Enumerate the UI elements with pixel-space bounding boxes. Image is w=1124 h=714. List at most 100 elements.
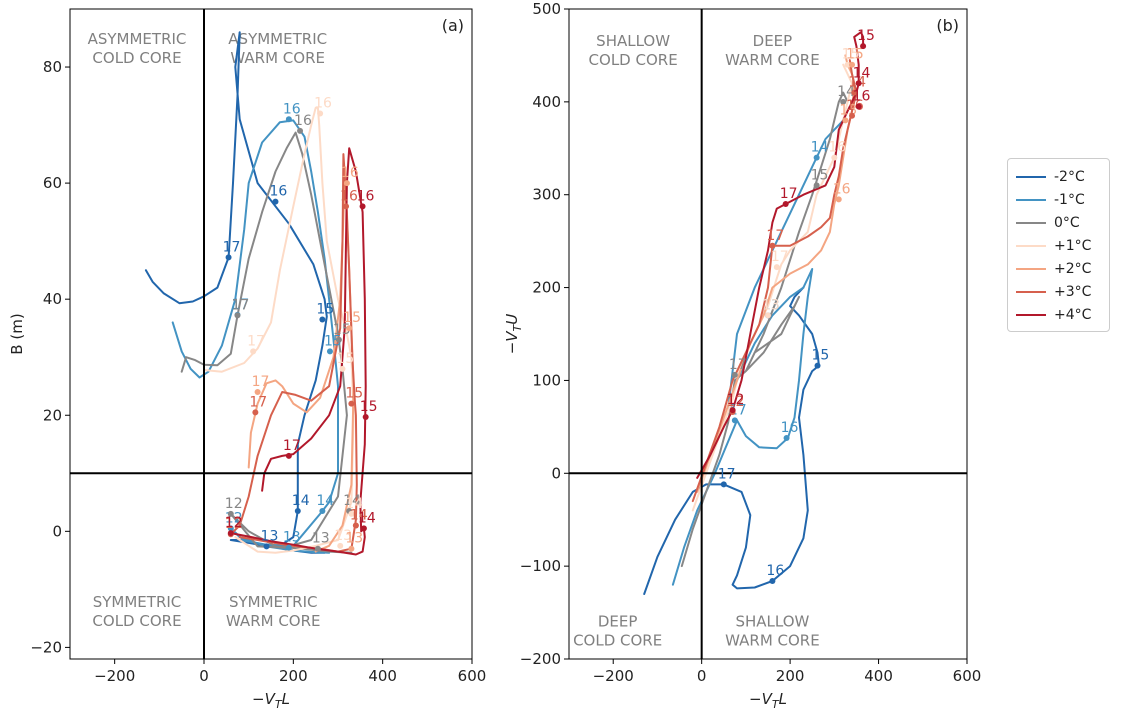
plot-frame bbox=[69, 8, 473, 660]
legend-label: 0°C bbox=[1054, 215, 1080, 231]
legend-item: +2°C bbox=[1016, 259, 1091, 279]
day-marker bbox=[297, 127, 304, 134]
series-line bbox=[144, 31, 328, 554]
day-label: 17 bbox=[252, 374, 270, 390]
day-marker bbox=[285, 544, 292, 551]
day-label: 12 bbox=[225, 516, 243, 532]
day-marker bbox=[285, 116, 292, 123]
day-marker bbox=[337, 542, 344, 549]
day-marker bbox=[360, 525, 367, 532]
day-marker bbox=[831, 154, 838, 161]
day-label: 15 bbox=[316, 301, 334, 317]
day-marker bbox=[343, 203, 350, 210]
day-label: 17 bbox=[766, 228, 784, 244]
day-label: 17 bbox=[247, 333, 265, 349]
day-label: 15 bbox=[857, 28, 875, 44]
day-label: 14 bbox=[350, 508, 368, 524]
day-marker bbox=[227, 510, 234, 517]
legend-label: +1°C bbox=[1054, 238, 1092, 254]
day-marker bbox=[319, 316, 326, 323]
day-marker bbox=[252, 409, 259, 416]
day-marker bbox=[335, 336, 342, 343]
y-tick-label: −200 bbox=[520, 650, 561, 668]
day-label: 14 bbox=[811, 140, 829, 156]
legend-item: +1°C bbox=[1016, 236, 1091, 256]
day-marker bbox=[851, 89, 858, 96]
legend-item: +3°C bbox=[1016, 282, 1091, 302]
day-marker bbox=[855, 103, 862, 110]
x-tick-label: −200 bbox=[94, 667, 135, 685]
x-tick-label: 200 bbox=[279, 667, 308, 685]
day-marker bbox=[814, 362, 821, 369]
day-label: 15 bbox=[842, 47, 860, 63]
day-marker bbox=[272, 198, 279, 205]
x-tick-label: 600 bbox=[953, 667, 982, 685]
legend-swatch bbox=[1016, 222, 1046, 224]
day-marker bbox=[842, 117, 849, 124]
quadrant-label: SYMMETRIC COLD CORE bbox=[92, 593, 181, 630]
day-marker bbox=[352, 522, 359, 529]
day-label: 17 bbox=[232, 297, 250, 313]
day-label: 16 bbox=[314, 95, 332, 111]
day-marker bbox=[731, 371, 738, 378]
day-label: 13 bbox=[345, 531, 363, 547]
x-tick-label: 600 bbox=[458, 667, 487, 685]
legend-item: -2°C bbox=[1016, 167, 1085, 187]
day-label: 14 bbox=[343, 493, 361, 509]
y-tick-label: 60 bbox=[43, 174, 62, 192]
day-marker bbox=[731, 417, 738, 424]
day-label: 17 bbox=[718, 466, 736, 482]
series-line bbox=[696, 31, 865, 479]
day-label: 17 bbox=[283, 438, 301, 454]
y-tick-label: −20 bbox=[30, 638, 62, 656]
day-marker bbox=[326, 348, 333, 355]
day-marker bbox=[234, 312, 241, 319]
series-line bbox=[203, 106, 355, 554]
y-axis-label: B (m) bbox=[8, 313, 26, 354]
day-label: 17 bbox=[780, 186, 798, 202]
day-marker bbox=[227, 530, 234, 537]
y-axis-label: −VTU bbox=[503, 314, 524, 355]
day-marker bbox=[250, 348, 257, 355]
y-tick-label: 0 bbox=[52, 522, 62, 540]
day-label: 17 bbox=[232, 297, 250, 313]
x-axis-label: −VTL bbox=[749, 690, 787, 711]
day-marker bbox=[849, 112, 856, 119]
day-label: 16 bbox=[833, 181, 851, 197]
day-label: 14 bbox=[837, 84, 855, 100]
day-label: 13 bbox=[762, 297, 780, 313]
legend-label: +3°C bbox=[1054, 284, 1092, 300]
day-label: 16 bbox=[828, 140, 846, 156]
quadrant-label: ASYMMETRIC WARM CORE bbox=[228, 30, 327, 67]
y-tick-label: 500 bbox=[532, 0, 561, 18]
day-label: 15 bbox=[345, 386, 363, 402]
day-label: 12 bbox=[225, 496, 243, 512]
day-label: 17 bbox=[223, 239, 241, 255]
day-label: 16 bbox=[781, 420, 799, 436]
day-label: 14 bbox=[316, 493, 334, 509]
legend-swatch bbox=[1016, 199, 1046, 201]
day-label: 14 bbox=[853, 65, 871, 81]
day-label: 16 bbox=[269, 184, 287, 200]
day-marker bbox=[855, 80, 862, 87]
day-marker bbox=[343, 180, 350, 187]
quadrant-label: DEEP WARM CORE bbox=[725, 32, 820, 69]
day-label: 12 bbox=[727, 392, 745, 408]
day-marker bbox=[319, 508, 326, 515]
day-marker bbox=[840, 98, 847, 105]
day-label: 16 bbox=[294, 113, 312, 129]
day-marker bbox=[314, 545, 321, 552]
y-tick-label: 20 bbox=[43, 406, 62, 424]
day-marker bbox=[227, 525, 234, 532]
day-label: 17 bbox=[771, 249, 789, 265]
day-label: 12 bbox=[727, 394, 745, 410]
day-marker bbox=[317, 110, 324, 117]
day-marker bbox=[346, 325, 353, 332]
panel-label: (b) bbox=[936, 16, 959, 35]
legend-label: +2°C bbox=[1054, 261, 1092, 277]
legend-swatch bbox=[1016, 268, 1046, 270]
day-label: 15 bbox=[336, 351, 354, 367]
day-marker bbox=[769, 242, 776, 249]
quadrant-label: ASYMMETRIC COLD CORE bbox=[88, 30, 187, 67]
